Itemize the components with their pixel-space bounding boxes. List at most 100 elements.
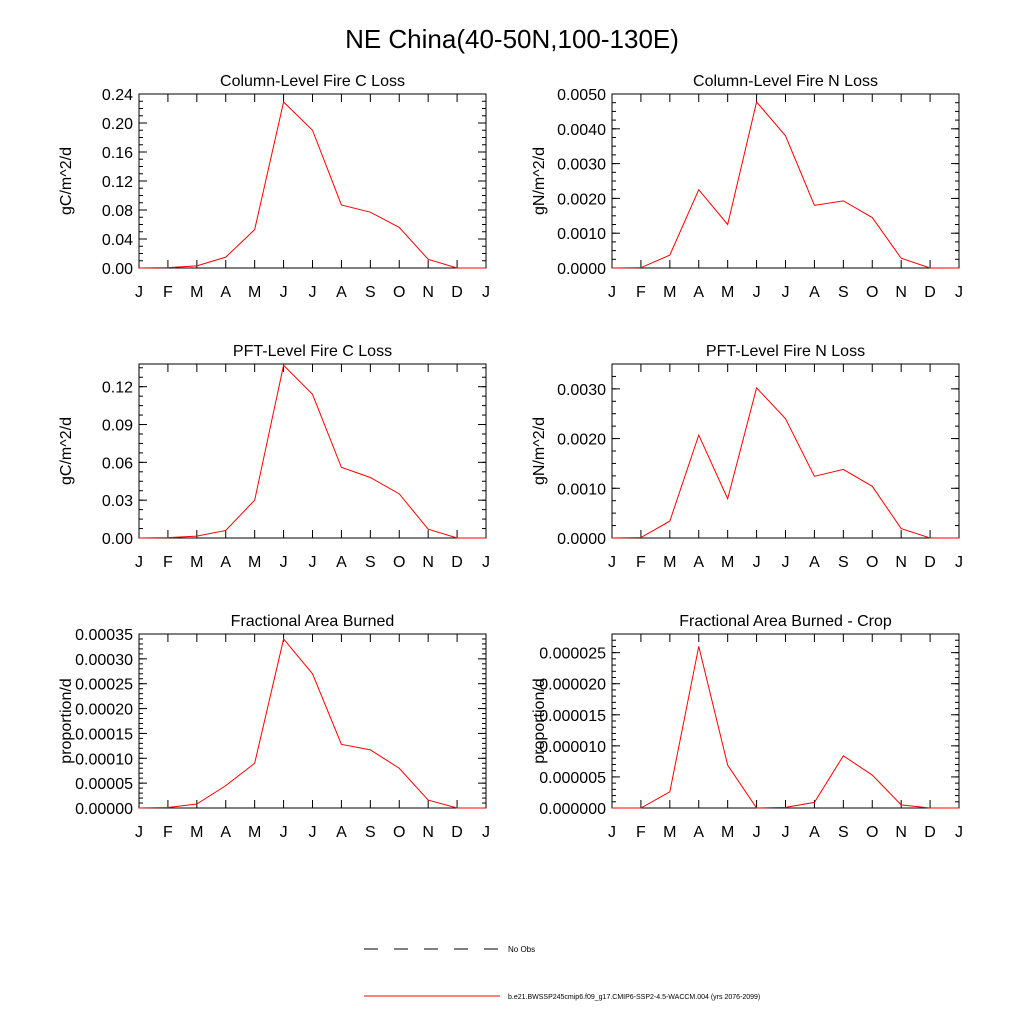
x-tick-label: J [135,824,143,841]
x-tick-label: N [895,284,907,301]
y-tick-label: 0.000010 [539,739,606,756]
y-tick-label: 0.000005 [539,770,606,787]
y-axis-label: gN/m^2/d [531,147,548,215]
y-tick-label: 0.09 [102,418,133,435]
x-tick-label: S [365,824,376,841]
legend-obs-label: No Obs [508,945,535,954]
x-tick-label: J [753,824,761,841]
x-tick-label: S [365,284,376,301]
y-tick-label: 0.0040 [557,122,606,139]
x-tick-label: F [163,824,173,841]
x-tick-label: J [608,284,616,301]
x-tick-label: M [663,554,676,571]
x-tick-label: N [422,824,434,841]
x-tick-label: N [895,824,907,841]
x-tick-label: J [309,824,317,841]
y-tick-label: 0.00015 [75,726,133,743]
x-tick-label: J [309,284,317,301]
x-tick-label: M [721,554,734,571]
x-tick-label: N [895,554,907,571]
y-tick-label: 0.0020 [557,191,606,208]
x-tick-label: M [190,824,203,841]
x-tick-label: M [248,284,261,301]
x-tick-label: A [336,284,347,301]
y-axis-label: proportion/d [531,678,548,763]
chart-title: Fractional Area Burned - Crop [679,613,892,630]
x-tick-label: J [782,824,790,841]
x-tick-label: D [924,824,936,841]
x-tick-label: D [924,554,936,571]
plot-frame [138,633,487,809]
x-tick-label: N [422,284,434,301]
y-tick-label: 0.12 [102,174,133,191]
y-axis-label: gC/m^2/d [58,147,75,215]
x-tick-label: J [482,824,490,841]
x-tick-label: O [393,824,405,841]
x-tick-label: J [782,554,790,571]
x-tick-label: M [721,284,734,301]
x-tick-label: A [220,284,231,301]
x-tick-label: A [809,284,820,301]
plot-frame [611,363,960,539]
x-tick-label: O [393,284,405,301]
x-tick-label: J [280,824,288,841]
y-axis-label: gC/m^2/d [58,417,75,485]
series-line [611,100,959,269]
x-tick-label: J [955,554,963,571]
y-axis-label: proportion/d [58,678,75,763]
x-tick-label: N [422,554,434,571]
x-tick-label: O [866,554,878,571]
x-tick-label: M [190,284,203,301]
x-tick-label: J [955,284,963,301]
x-tick-label: J [608,554,616,571]
x-tick-label: J [782,284,790,301]
y-tick-label: 0.00020 [75,702,133,719]
x-tick-label: F [636,554,646,571]
y-tick-label: 0.03 [102,493,133,510]
x-tick-label: M [663,284,676,301]
y-tick-label: 0.08 [102,203,133,220]
x-tick-label: J [608,824,616,841]
plot-frame [138,363,487,539]
x-tick-label: A [693,824,704,841]
series-line [611,386,959,539]
y-tick-label: 0.0050 [557,87,606,104]
x-tick-label: D [451,284,463,301]
y-tick-label: 0.00 [102,531,133,548]
plot-frame [611,93,960,269]
y-tick-label: 0.00000 [75,801,133,818]
x-tick-label: F [636,284,646,301]
x-tick-label: J [309,554,317,571]
legend: No Obs b.e21.BWSSP245cmip6.f09_g17.CMIP6… [364,945,760,1001]
series-line [138,364,486,539]
y-tick-label: 0.00030 [75,652,133,669]
y-tick-label: 0.00010 [75,751,133,768]
x-tick-label: J [135,284,143,301]
chart-panel: Fractional Area Burned - Crop proportion/… [531,613,963,841]
chart-title: PFT-Level Fire N Loss [706,343,865,360]
y-tick-label: 0.000020 [539,677,606,694]
x-tick-label: O [866,284,878,301]
y-tick-label: 0.00035 [75,627,133,644]
y-tick-label: 0.0020 [557,432,606,449]
x-tick-label: S [365,554,376,571]
y-tick-label: 0.12 [102,380,133,397]
plot-frame [138,93,487,269]
x-tick-label: A [336,824,347,841]
x-tick-label: A [693,554,704,571]
series-line [138,100,486,269]
x-tick-label: S [838,824,849,841]
x-tick-label: J [753,284,761,301]
y-tick-label: 0.00025 [75,677,133,694]
x-tick-label: J [482,284,490,301]
x-tick-label: A [809,554,820,571]
y-tick-label: 0.0000 [557,261,606,278]
y-tick-label: 0.24 [102,87,133,104]
y-tick-label: 0.00 [102,261,133,278]
x-tick-label: M [190,554,203,571]
x-tick-label: M [248,824,261,841]
